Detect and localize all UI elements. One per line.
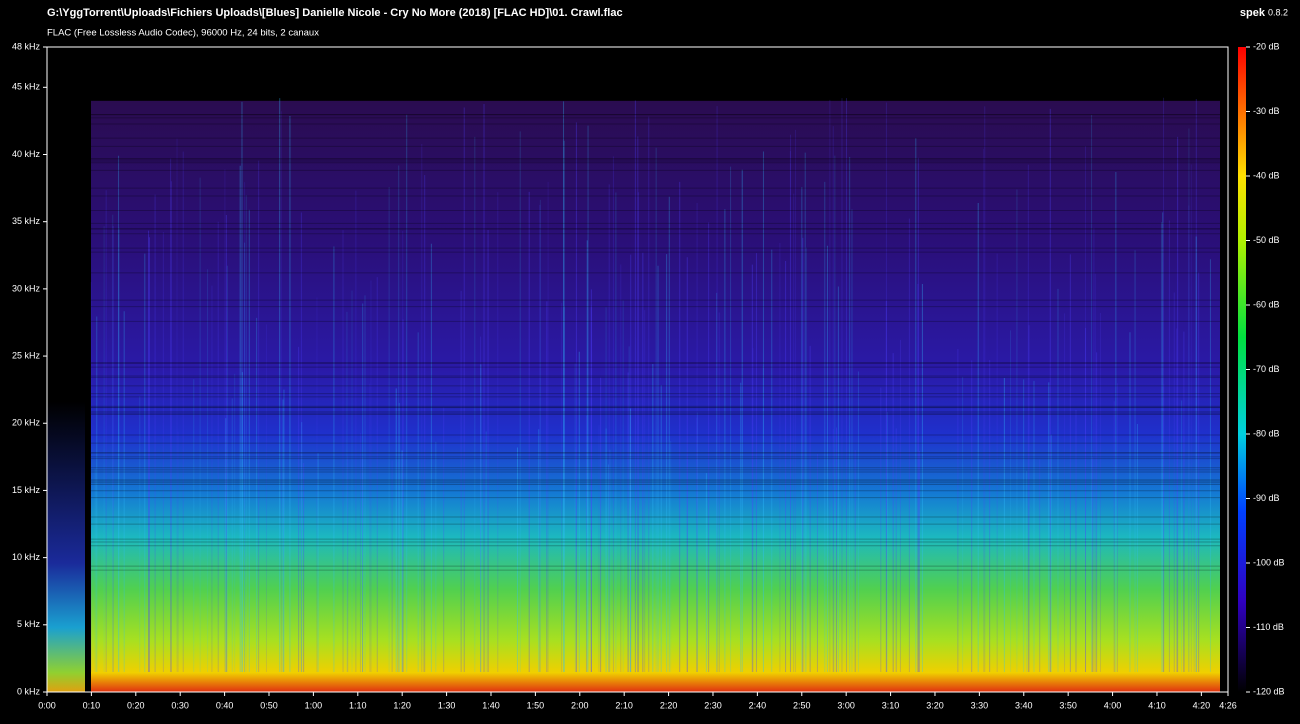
x-tick-label: 0:10: [83, 700, 101, 710]
y-tick-label: 20 kHz: [12, 418, 41, 428]
scale-tick-label: -50 dB: [1253, 235, 1280, 245]
y-tick-label: 40 kHz: [12, 149, 41, 159]
x-tick-label: 3:00: [837, 700, 855, 710]
x-tick-label: 1:50: [527, 700, 545, 710]
y-tick-label: 15 kHz: [12, 485, 41, 495]
x-tick-label: 2:40: [749, 700, 767, 710]
scale-tick-label: -110 dB: [1253, 622, 1284, 632]
x-tick-label: 2:50: [793, 700, 811, 710]
spectrum-intro: [47, 47, 85, 692]
x-tick-label: 3:40: [1015, 700, 1033, 710]
x-tick-label: 0:30: [171, 700, 189, 710]
scale-tick-label: -100 dB: [1253, 557, 1285, 567]
scale-tick-label: -20 dB: [1253, 41, 1280, 51]
y-tick-label: 25 kHz: [12, 350, 41, 360]
y-tick-label: 35 kHz: [12, 216, 41, 226]
x-tick-label: 4:20: [1193, 700, 1211, 710]
app-version: 0.8.2: [1268, 7, 1288, 17]
scale-tick-label: -120 dB: [1253, 686, 1285, 696]
color-scale: [1238, 47, 1246, 692]
y-tick-label: 0 kHz: [17, 686, 41, 696]
plot-frame: [46, 46, 1229, 693]
x-tick-label: 2:30: [704, 700, 722, 710]
x-tick-label: 3:10: [882, 700, 900, 710]
x-tick-label: 0:50: [260, 700, 278, 710]
x-tick-label: 2:20: [660, 700, 678, 710]
y-tick-label: 30 kHz: [12, 283, 41, 293]
scale-tick-label: -30 dB: [1253, 106, 1280, 116]
x-tick-label: 1:10: [349, 700, 367, 710]
scale-tick-label: -80 dB: [1253, 428, 1280, 438]
x-tick-label: 1:00: [305, 700, 323, 710]
y-tick-label: 45 kHz: [12, 82, 41, 92]
file-title: G:\YggTorrent\Uploads\Fichiers Uploads\[…: [47, 7, 623, 19]
y-tick-label: 10 kHz: [12, 552, 41, 562]
x-tick-label: 2:00: [571, 700, 589, 710]
x-tick-label: 2:10: [615, 700, 633, 710]
app-name: spek: [1240, 7, 1266, 19]
x-tick-label: 0:20: [127, 700, 145, 710]
x-tick-label: 4:00: [1104, 700, 1122, 710]
scale-tick-label: -90 dB: [1253, 493, 1280, 503]
file-info: FLAC (Free Lossless Audio Codec), 96000 …: [47, 28, 319, 39]
scale-tick-label: -70 dB: [1253, 364, 1280, 374]
spectrum-body: [91, 47, 1220, 692]
x-tick-label: 1:30: [438, 700, 456, 710]
y-tick-label: 5 kHz: [17, 619, 41, 629]
x-tick-label: 3:20: [926, 700, 944, 710]
x-tick-label: 4:10: [1148, 700, 1166, 710]
x-tick-label: 3:50: [1059, 700, 1077, 710]
scale-tick-label: -40 dB: [1253, 170, 1280, 180]
x-tick-label: 3:30: [971, 700, 989, 710]
y-tick-label: 48 kHz: [12, 41, 41, 51]
x-tick-label: 1:20: [393, 700, 411, 710]
scale-tick-label: -60 dB: [1253, 299, 1280, 309]
x-tick-label: 4:26: [1219, 700, 1237, 710]
x-tick-label: 0:00: [38, 700, 56, 710]
x-tick-label: 0:40: [216, 700, 234, 710]
x-tick-label: 1:40: [482, 700, 500, 710]
